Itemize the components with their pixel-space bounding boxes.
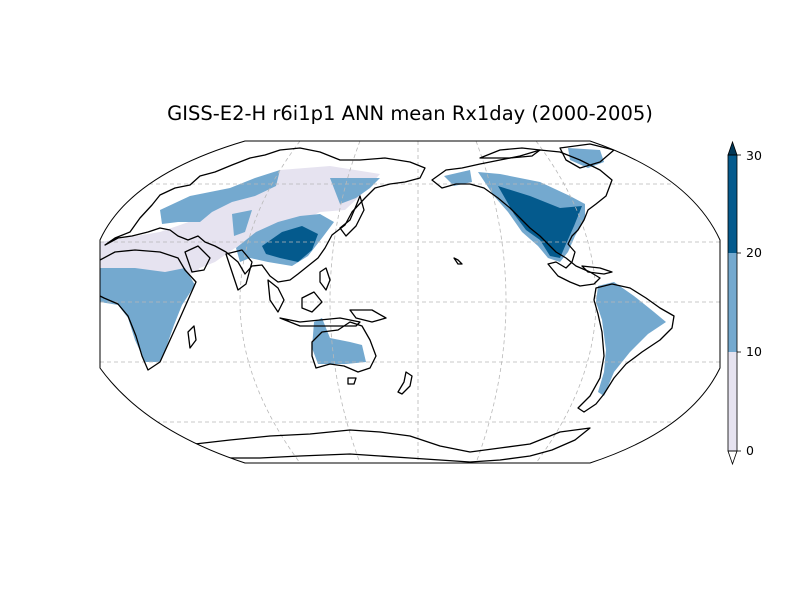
coast-hawaii (453, 257, 463, 265)
coast-africa (100, 249, 197, 371)
region-australia (312, 318, 366, 364)
coast-new-guinea (349, 309, 387, 323)
colorbar-extend-under (727, 450, 738, 466)
colorbar-outline (727, 154, 738, 452)
colorbar-segment-0-10 (728, 352, 737, 451)
coast-australia (311, 321, 377, 373)
region-africa (100, 268, 195, 362)
coast-antarctica (194, 427, 591, 463)
region-northern-europe (160, 170, 280, 224)
coast-se-asia (267, 279, 285, 313)
coast-philippines (319, 267, 331, 291)
colorbar-tick-label: 0 (746, 443, 754, 458)
colorbar-tick-label: 10 (746, 344, 762, 359)
coast-greenland (559, 143, 615, 169)
contour-fills (100, 148, 666, 396)
colorbar-extend-over (727, 140, 738, 156)
region-southeast-usa (498, 186, 582, 258)
colorbar: 0 10 20 30 (727, 140, 762, 466)
colorbar-tick-label: 30 (746, 148, 762, 163)
chart-title: GISS-E2-H r6i1p1 ANN mean Rx1day (2000-2… (167, 102, 653, 125)
coast-borneo (301, 291, 323, 313)
coast-europe-asia (104, 147, 426, 283)
region-alaska (444, 170, 472, 186)
colorbar-segment-10-20 (728, 253, 737, 352)
coast-indonesia (279, 317, 361, 327)
colorbar-tick-label: 20 (746, 245, 762, 260)
coastlines (100, 143, 675, 463)
region-west-asia-blue (232, 210, 252, 236)
coast-japan (339, 195, 365, 237)
coast-arctic-islands (479, 147, 541, 159)
colorbar-segment-20-30 (728, 155, 737, 253)
region-south-america (596, 282, 666, 396)
gridlines (100, 141, 720, 463)
map-boundary (99, 140, 721, 464)
coast-madagascar (187, 325, 197, 349)
coast-caribbean (581, 265, 613, 275)
coast-arabia (184, 245, 211, 273)
coast-south-america (577, 283, 675, 413)
map-area (100, 141, 720, 463)
coast-new-zealand (397, 371, 413, 395)
coast-north-america (431, 149, 613, 287)
coast-tasmania (347, 377, 357, 385)
region-east-china (262, 226, 318, 262)
coast-india (225, 249, 253, 291)
